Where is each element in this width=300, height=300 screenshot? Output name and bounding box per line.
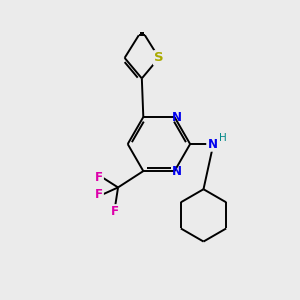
Text: F: F (95, 170, 103, 184)
Text: N: N (172, 110, 182, 124)
Text: F: F (111, 205, 119, 218)
Text: N: N (207, 138, 218, 151)
Text: N: N (172, 165, 182, 178)
Text: S: S (154, 51, 164, 64)
Text: F: F (95, 188, 103, 201)
Text: H: H (219, 133, 227, 143)
